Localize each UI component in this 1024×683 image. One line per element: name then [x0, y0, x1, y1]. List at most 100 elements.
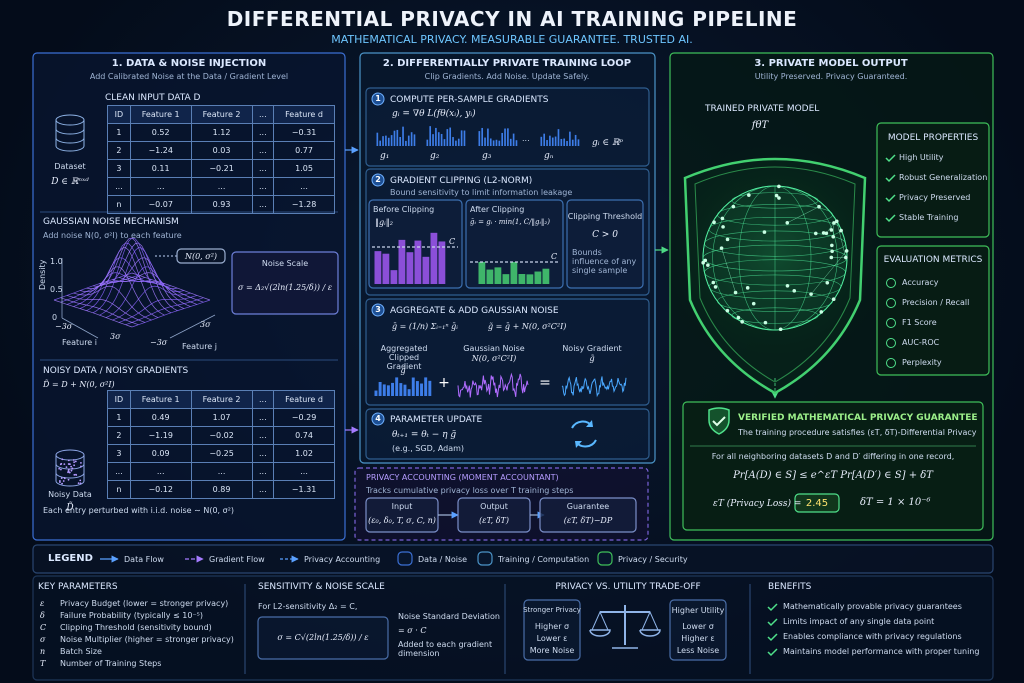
gradient-bar [398, 239, 406, 284]
num: 2 [375, 175, 381, 184]
node [747, 193, 751, 197]
node [733, 290, 738, 295]
table-cell: ... [251, 462, 275, 481]
noise-dot [80, 462, 82, 464]
check-icon [712, 416, 726, 427]
dist-label: N(0, σ²) [184, 252, 218, 261]
node [785, 283, 790, 288]
items: Privacy / Security [618, 555, 688, 564]
surface-line [131, 299, 211, 328]
noise-scale-formula: σ = Δ₂√(2ln(1.25/δ)) / ε [237, 283, 333, 292]
guarantee: Guarantee [566, 502, 610, 511]
table-cell: 1.02 [273, 444, 335, 463]
tradeoff-box [669, 599, 727, 661]
node [829, 255, 834, 260]
table-cell: Feature d [273, 105, 335, 124]
noise-dot [73, 464, 76, 467]
connector [787, 206, 820, 224]
node [731, 204, 736, 209]
grad-labels: g₁ [380, 151, 390, 161]
threshold: C > 0 [592, 230, 618, 240]
step-box [365, 87, 650, 167]
gradient-bar [486, 269, 494, 284]
metric-icon [886, 318, 896, 328]
gradient-bar [504, 128, 506, 146]
gradient-bar [399, 383, 403, 396]
node [831, 297, 836, 302]
table-cell: ... [129, 462, 192, 481]
gradient-bar [509, 138, 512, 146]
gradient-bar [390, 135, 393, 146]
table-row: 2 −1.24 0.03... 0.77 [107, 141, 335, 160]
gradient-bar [566, 140, 568, 146]
glow [655, 135, 895, 375]
x-labels: 3σ [110, 332, 121, 341]
shield-icon [708, 407, 730, 435]
table-cell: ... [251, 159, 275, 178]
gradient-bar [407, 389, 411, 396]
table-cell: ... [190, 462, 253, 481]
noisy-symbol: g̃ [589, 354, 595, 363]
connector [836, 221, 847, 258]
step-number [371, 173, 385, 187]
formula-box [257, 616, 389, 660]
gradient-bar [374, 251, 382, 284]
node [711, 280, 716, 285]
table-row: 2 −1.19 −0.02... 0.74 [107, 426, 335, 445]
node [785, 220, 790, 225]
gradient-bar [478, 262, 486, 284]
table-cell: Feature d [273, 390, 335, 409]
formula: ḡᵢ = gᵢ · min(1, C/‖gᵢ‖₂) [470, 218, 550, 226]
num: 3 [375, 305, 381, 314]
database-icon [55, 120, 85, 152]
connector [826, 222, 835, 234]
node [829, 228, 834, 232]
input-val: (ε₀, δ₀, T, σ, C, n) [368, 516, 436, 525]
noise-scale-box [231, 251, 339, 315]
gradient-bar [411, 377, 415, 396]
agg-label: Aggregated Clipped Gradient [380, 344, 428, 372]
subtitle: Utility Preserved. Privacy Guaranteed. [754, 72, 908, 81]
ellipsis: ... [522, 134, 530, 143]
title: GRADIENT CLIPPING (L2-NORM) [390, 176, 533, 186]
table-cell: 0.49 [129, 408, 192, 427]
gradient-bar [393, 130, 396, 146]
left: Higher σ [534, 622, 570, 631]
table-cell: n [107, 480, 131, 499]
node [720, 216, 725, 221]
connector [721, 248, 736, 293]
gradient-bar [435, 127, 437, 146]
check-icon [767, 633, 778, 642]
items: Noise Multiplier (higher = stronger priv… [60, 635, 234, 644]
node [751, 301, 756, 306]
table-cell: 2 [107, 141, 131, 160]
noise-dot [77, 482, 80, 485]
title: COMPUTE PER-SAMPLE GRADIENTS [390, 95, 549, 105]
gradient-bar [495, 139, 498, 146]
agg-symbol: ḡ [400, 366, 406, 375]
properties: Stable Training [899, 213, 959, 222]
table-cell: 0.11 [129, 159, 192, 178]
check-icon [767, 618, 778, 627]
noisy-title: NOISY DATA / NOISY GRADIENTS [43, 366, 189, 376]
gradient-bar [526, 274, 534, 284]
node [703, 258, 708, 263]
step-number [371, 92, 385, 106]
parallel [731, 307, 819, 324]
guarantee-val: (εT, δT)−DP [563, 516, 613, 525]
items: Privacy Budget (lower = stronger privacy… [60, 599, 229, 608]
gradient-bar [543, 133, 546, 146]
output-val: (εT, δT) [479, 516, 509, 525]
gradient-bar [379, 140, 382, 146]
input: Input [391, 502, 413, 511]
gradient-bar [386, 385, 390, 396]
subtitle: Add Calibrated Noise at the Data / Gradi… [89, 72, 289, 81]
gradient-bar [449, 127, 452, 146]
gradient-bar [374, 390, 378, 396]
formula: θₜ₊₁ = θₜ − η g̃ [392, 430, 457, 440]
node [830, 243, 834, 248]
noise-dot [71, 467, 74, 470]
delta: δT = 1 × 10⁻⁶ [860, 497, 931, 508]
node [809, 292, 813, 296]
